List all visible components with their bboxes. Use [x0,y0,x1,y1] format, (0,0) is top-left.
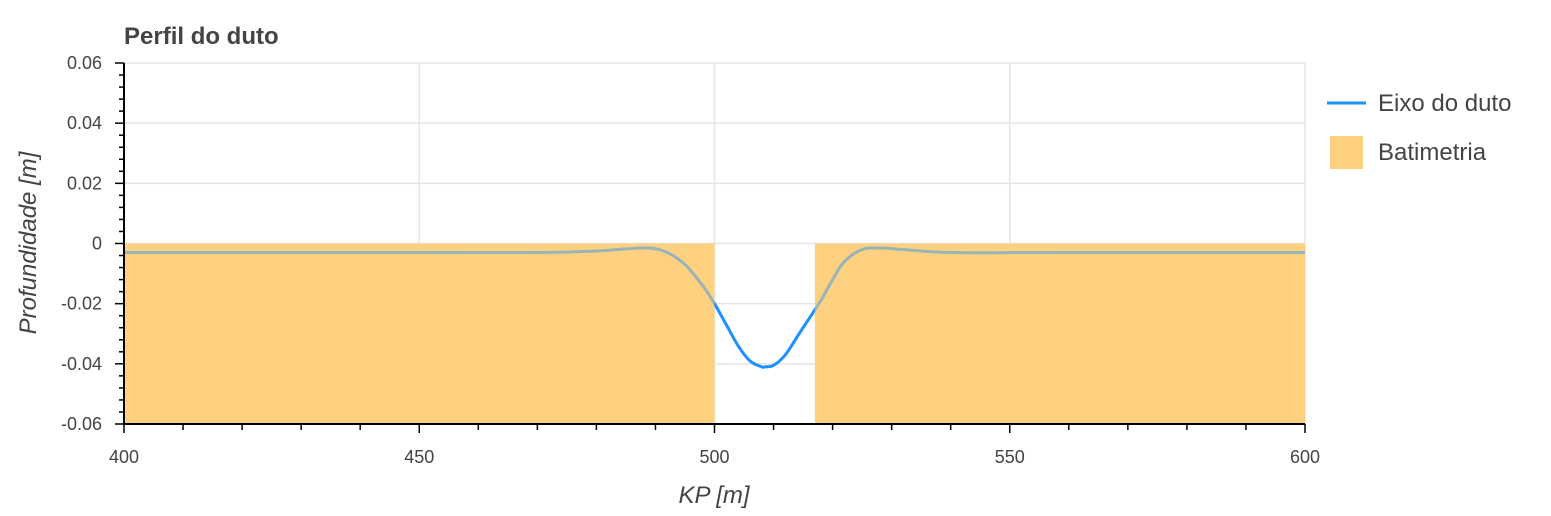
x-tick-label: 550 [995,447,1025,467]
legend-label-eixo: Eixo do duto [1378,90,1511,117]
legend-area-swatch [1330,136,1363,169]
y-tick-label: -0.02 [61,294,102,314]
y-tick-label: 0.06 [67,53,102,73]
y-tick-label: -0.06 [61,414,102,434]
axes [115,62,1306,433]
x-tick-label: 400 [109,447,139,467]
bathymetry-overlay [814,243,1305,424]
x-tick-label: 600 [1290,447,1320,467]
y-tick-label: 0.04 [67,113,102,133]
y-tick-label: 0 [92,234,102,254]
legend-label-batimetria: Batimetria [1378,139,1487,166]
y-tick-label: 0.02 [67,173,102,193]
chart-title: Perfil do duto [124,23,279,50]
x-tick-label: 450 [404,447,434,467]
pipe-axis-line [123,243,1305,424]
x-axis-label: KP [m] [678,482,750,509]
x-tick-label: 500 [699,447,729,467]
tick-labels: 400 450 500 550 600 0.06 0.04 0.02 0 -0.02 -0.04 -0… [61,53,1320,467]
bathymetry-overlay [124,243,715,424]
legend: Eixo do duto Batimetria [1327,90,1511,169]
y-tick-label: -0.04 [61,354,102,374]
y-axis-label: Profundidade [m] [15,150,42,334]
